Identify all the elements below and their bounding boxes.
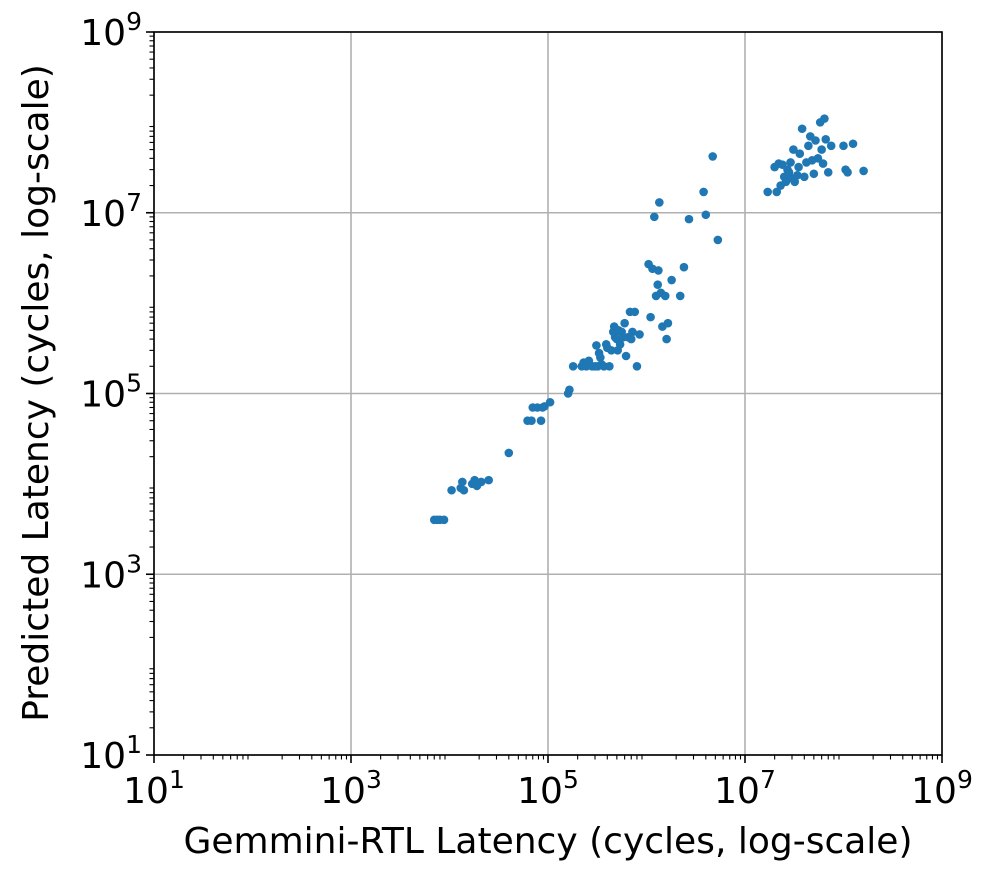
data-point <box>605 361 614 371</box>
minor-ticks <box>149 35 939 760</box>
data-point <box>811 136 820 145</box>
data-point <box>615 340 625 349</box>
data-point <box>635 330 644 339</box>
x-tick-labels: 101 103 105 107 109 <box>123 765 973 812</box>
x-tick-label: 103 <box>320 765 382 812</box>
data-point <box>821 134 831 144</box>
data-point <box>818 159 828 168</box>
y-tick-label: 105 <box>80 369 142 416</box>
data-point <box>790 177 800 187</box>
data-point <box>772 187 782 197</box>
data-point <box>649 212 659 222</box>
major-ticks <box>146 31 943 763</box>
data-point <box>654 266 663 275</box>
data-point <box>795 149 805 159</box>
data-point <box>646 312 655 322</box>
data-point <box>713 235 723 245</box>
x-axis-title: Gemmini-RTL Latency (cycles, log-scale) <box>183 821 912 862</box>
data-point <box>458 477 467 487</box>
data-point <box>527 416 536 426</box>
data-point <box>662 334 671 344</box>
data-point <box>789 145 798 154</box>
data-point <box>660 291 670 301</box>
data-point <box>684 214 694 224</box>
data-point <box>484 475 493 485</box>
data-point <box>626 334 636 344</box>
x-tick-label: 109 <box>911 765 973 812</box>
data-point <box>701 210 711 220</box>
y-tick-label: 101 <box>80 730 142 777</box>
data-point <box>439 515 449 525</box>
data-point <box>620 318 629 328</box>
x-tick-label: 105 <box>517 765 579 812</box>
y-tick-label: 107 <box>80 188 142 235</box>
data-point <box>653 280 663 289</box>
data-point <box>663 318 673 328</box>
data-point <box>826 141 836 151</box>
data-point <box>679 262 689 272</box>
data-point <box>565 385 574 395</box>
data-point <box>800 172 809 182</box>
y-axis-title: Predicted Latency (cycles, log-scale) <box>16 64 57 722</box>
data-point <box>699 187 708 197</box>
data-point <box>536 416 546 426</box>
data-points <box>429 114 868 525</box>
data-point <box>820 114 829 123</box>
data-point <box>794 162 803 172</box>
data-point <box>592 341 601 350</box>
data-point <box>708 152 718 161</box>
data-point <box>632 361 642 371</box>
data-point <box>545 397 555 407</box>
data-point <box>568 361 578 371</box>
data-point <box>786 158 795 167</box>
data-point <box>655 198 664 207</box>
data-point <box>476 477 486 487</box>
y-tick-label: 103 <box>80 549 142 596</box>
data-point <box>793 170 802 180</box>
x-tick-label: 101 <box>123 765 185 812</box>
data-point <box>621 351 631 361</box>
data-point <box>596 353 605 362</box>
data-point <box>667 275 676 285</box>
data-point <box>817 145 826 154</box>
data-point <box>823 168 833 177</box>
x-tick-label: 107 <box>714 765 776 812</box>
data-point <box>675 291 685 301</box>
data-point <box>630 307 640 317</box>
data-point <box>447 485 456 495</box>
data-point <box>839 141 848 151</box>
data-point <box>804 141 813 151</box>
data-point <box>809 169 819 179</box>
y-tick-label: 109 <box>80 7 142 54</box>
data-point <box>459 485 469 495</box>
y-tick-labels: 101 103 105 107 109 <box>80 7 142 777</box>
data-point <box>763 187 772 197</box>
data-point <box>797 124 807 134</box>
data-point <box>859 166 868 176</box>
data-point <box>848 139 858 149</box>
data-point <box>843 168 852 177</box>
data-point <box>628 327 637 337</box>
data-point <box>504 448 514 458</box>
data-point <box>607 346 616 355</box>
